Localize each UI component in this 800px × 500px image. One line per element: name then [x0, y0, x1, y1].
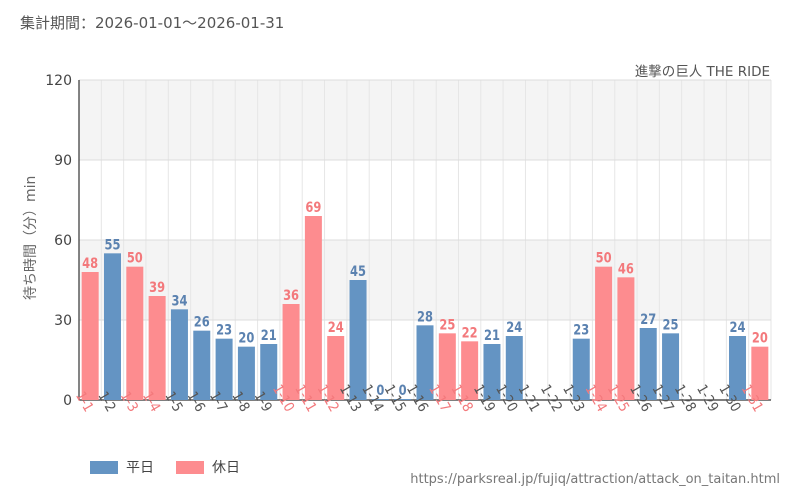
bar-1-23 [572, 338, 590, 400]
data-label-1-17: 25 [439, 317, 455, 333]
bar-1-30 [729, 336, 747, 400]
bar-1-11 [304, 216, 322, 400]
data-label-1-27: 25 [663, 317, 679, 333]
x-tick-label-1-29: 1-29 [693, 382, 721, 415]
data-label-1-30: 24 [730, 320, 746, 336]
bar-1-5 [170, 309, 188, 400]
data-label-1-15: 0 [399, 383, 407, 399]
bar-1-13 [349, 280, 367, 400]
bar-1-19 [483, 344, 501, 400]
data-label-1-25: 46 [618, 261, 634, 277]
bar-1-8 [237, 346, 255, 400]
bar-1-20 [505, 336, 523, 400]
legend-label-weekday: 平日 [126, 460, 154, 476]
bar-1-4 [148, 296, 166, 400]
data-label-1-18: 22 [462, 325, 478, 341]
bar-1-17 [438, 333, 456, 400]
data-label-1-12: 24 [328, 320, 344, 336]
data-label-1-5: 34 [171, 293, 187, 309]
data-label-1-31: 20 [752, 331, 768, 347]
y-tick-label: 30 [54, 313, 72, 329]
chart-title: 進撃の巨人 THE RIDE [634, 64, 770, 80]
data-label-1-9: 21 [261, 328, 277, 344]
data-label-1-19: 21 [484, 328, 500, 344]
bar-1-6 [193, 330, 211, 400]
y-tick-label: 0 [63, 393, 72, 409]
bar-1-27 [662, 333, 680, 400]
data-label-1-6: 26 [194, 315, 210, 331]
x-tick-label-1-22: 1-22 [537, 382, 565, 415]
bar-1-1 [81, 272, 99, 400]
data-label-1-13: 45 [350, 264, 366, 280]
y-tick-label: 120 [45, 73, 72, 89]
legend-swatch-holiday [176, 460, 204, 474]
data-label-1-20: 24 [506, 320, 522, 336]
bar-1-2 [103, 253, 121, 400]
bar-1-25 [617, 277, 635, 400]
data-label-1-3: 50 [127, 251, 143, 267]
data-label-1-1: 48 [82, 256, 98, 272]
data-label-1-2: 55 [104, 237, 120, 253]
source-url[interactable]: https://parksreal.jp/fujiq/attraction/at… [410, 472, 780, 487]
bar-1-18 [461, 341, 479, 400]
data-label-1-4: 39 [149, 280, 165, 296]
data-label-1-26: 27 [640, 312, 656, 328]
bar-1-26 [639, 328, 657, 400]
plot-band [79, 240, 771, 320]
plot-band [79, 80, 771, 160]
legend-item-holiday[interactable]: 休日 [176, 457, 240, 477]
bar-1-24 [595, 266, 613, 400]
data-label-1-14: 0 [376, 383, 384, 399]
bar-1-31 [751, 346, 769, 400]
data-label-1-24: 50 [596, 251, 612, 267]
bar-1-14 [371, 399, 389, 400]
data-label-1-11: 69 [305, 200, 321, 216]
y-tick-label: 90 [54, 153, 72, 169]
y-tick-label: 60 [54, 233, 72, 249]
legend: 平日 休日 [90, 457, 240, 477]
data-label-1-23: 23 [573, 323, 589, 339]
legend-item-weekday[interactable]: 平日 [90, 457, 154, 477]
bar-1-12 [327, 336, 345, 400]
bar-1-16 [416, 325, 434, 400]
data-label-1-10: 36 [283, 288, 299, 304]
bar-1-7 [215, 338, 233, 400]
data-label-1-7: 23 [216, 323, 232, 339]
bar-1-9 [260, 344, 278, 400]
data-label-1-16: 28 [417, 309, 433, 325]
bar-1-3 [126, 266, 144, 400]
legend-swatch-weekday [90, 460, 118, 474]
period-label: 集計期間：2026-01-01～2026-01-31 [20, 14, 285, 32]
legend-label-holiday: 休日 [212, 460, 240, 476]
bar-1-15 [394, 399, 412, 400]
data-label-1-8: 20 [238, 331, 254, 347]
bar-1-10 [282, 304, 300, 400]
